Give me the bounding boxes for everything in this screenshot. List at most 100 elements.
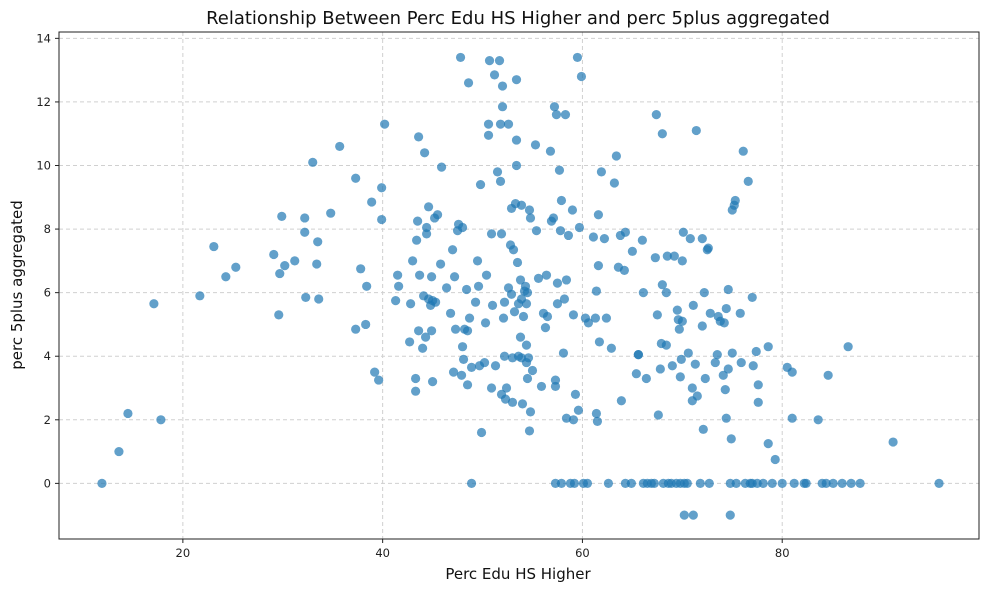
y-tick-label: 12 xyxy=(36,95,51,109)
data-point xyxy=(436,162,447,172)
data-point xyxy=(503,119,514,129)
data-point xyxy=(525,213,536,223)
data-point xyxy=(705,308,715,318)
data-points xyxy=(97,52,944,520)
data-point xyxy=(335,141,345,152)
data-point xyxy=(435,259,446,269)
data-point xyxy=(730,195,740,206)
data-point xyxy=(549,102,560,112)
data-point xyxy=(351,173,361,183)
data-point xyxy=(662,251,672,261)
data-point xyxy=(497,81,508,91)
data-point xyxy=(685,234,695,244)
data-point xyxy=(405,337,415,347)
data-point xyxy=(770,454,780,465)
data-point xyxy=(787,413,797,423)
data-point xyxy=(590,313,601,323)
data-point xyxy=(515,332,526,342)
data-point xyxy=(497,102,508,112)
data-point xyxy=(490,361,501,371)
data-point xyxy=(522,288,533,298)
data-point xyxy=(704,478,714,488)
data-point xyxy=(466,478,477,488)
data-point xyxy=(823,370,833,380)
data-point xyxy=(747,292,757,303)
data-point xyxy=(422,229,432,239)
data-point xyxy=(855,478,865,488)
data-point xyxy=(563,230,574,241)
data-point xyxy=(472,256,483,266)
data-point xyxy=(277,211,287,221)
data-point xyxy=(682,478,692,488)
data-point xyxy=(473,281,484,291)
data-point xyxy=(611,151,621,161)
data-point xyxy=(560,110,571,120)
data-point xyxy=(411,373,421,384)
data-point xyxy=(533,273,544,283)
data-point xyxy=(690,359,700,369)
data-point xyxy=(556,195,567,206)
y-tick-label: 6 xyxy=(44,286,51,300)
data-point xyxy=(572,52,583,63)
data-point xyxy=(457,222,468,233)
data-point xyxy=(738,146,748,156)
y-axis-label: perc 5plus aggregated xyxy=(8,200,26,370)
data-point xyxy=(828,478,838,488)
data-point xyxy=(531,226,542,236)
data-point xyxy=(508,245,519,255)
x-tick-label: 60 xyxy=(575,546,590,560)
data-point xyxy=(523,353,534,363)
data-point xyxy=(418,343,428,353)
data-point xyxy=(394,281,404,291)
data-point xyxy=(430,297,441,307)
data-point xyxy=(720,385,730,395)
data-point xyxy=(455,52,466,63)
data-point xyxy=(518,311,529,322)
data-point xyxy=(688,510,698,520)
data-point xyxy=(721,413,731,423)
data-point xyxy=(652,310,662,320)
data-point xyxy=(447,245,458,255)
data-point xyxy=(591,286,602,296)
data-point xyxy=(313,237,323,247)
data-point xyxy=(370,367,380,377)
data-point xyxy=(576,71,587,82)
data-point xyxy=(594,337,605,347)
y-axis: 0 2 4 6 8 10 12 14 xyxy=(36,31,59,490)
data-point xyxy=(679,510,689,520)
data-point xyxy=(638,288,648,298)
data-point xyxy=(719,318,729,328)
data-point xyxy=(412,235,422,245)
data-point xyxy=(521,340,532,350)
data-point xyxy=(517,399,528,409)
data-point xyxy=(540,323,551,333)
data-point xyxy=(661,288,671,298)
data-point xyxy=(530,140,541,150)
data-point xyxy=(377,183,387,193)
x-tick-label: 40 xyxy=(375,546,390,560)
data-point xyxy=(753,380,763,390)
data-point xyxy=(156,415,166,425)
data-point xyxy=(356,264,366,274)
data-point xyxy=(466,362,477,372)
data-point xyxy=(721,303,731,314)
data-point xyxy=(813,415,823,425)
data-point xyxy=(700,373,710,384)
x-axis-label: Perc Edu HS Higher xyxy=(445,565,591,583)
data-point xyxy=(512,257,523,268)
data-point xyxy=(727,348,737,358)
data-point xyxy=(554,165,565,175)
data-point xyxy=(657,280,667,290)
data-point xyxy=(275,268,285,279)
data-point xyxy=(374,375,384,385)
data-point xyxy=(688,300,698,310)
data-point xyxy=(511,160,522,171)
data-point xyxy=(555,226,566,236)
data-point xyxy=(362,281,372,291)
data-point xyxy=(326,208,336,218)
data-point xyxy=(723,284,733,295)
data-point xyxy=(551,110,562,120)
data-point xyxy=(527,365,538,376)
data-point xyxy=(697,321,707,331)
data-point xyxy=(837,478,847,488)
